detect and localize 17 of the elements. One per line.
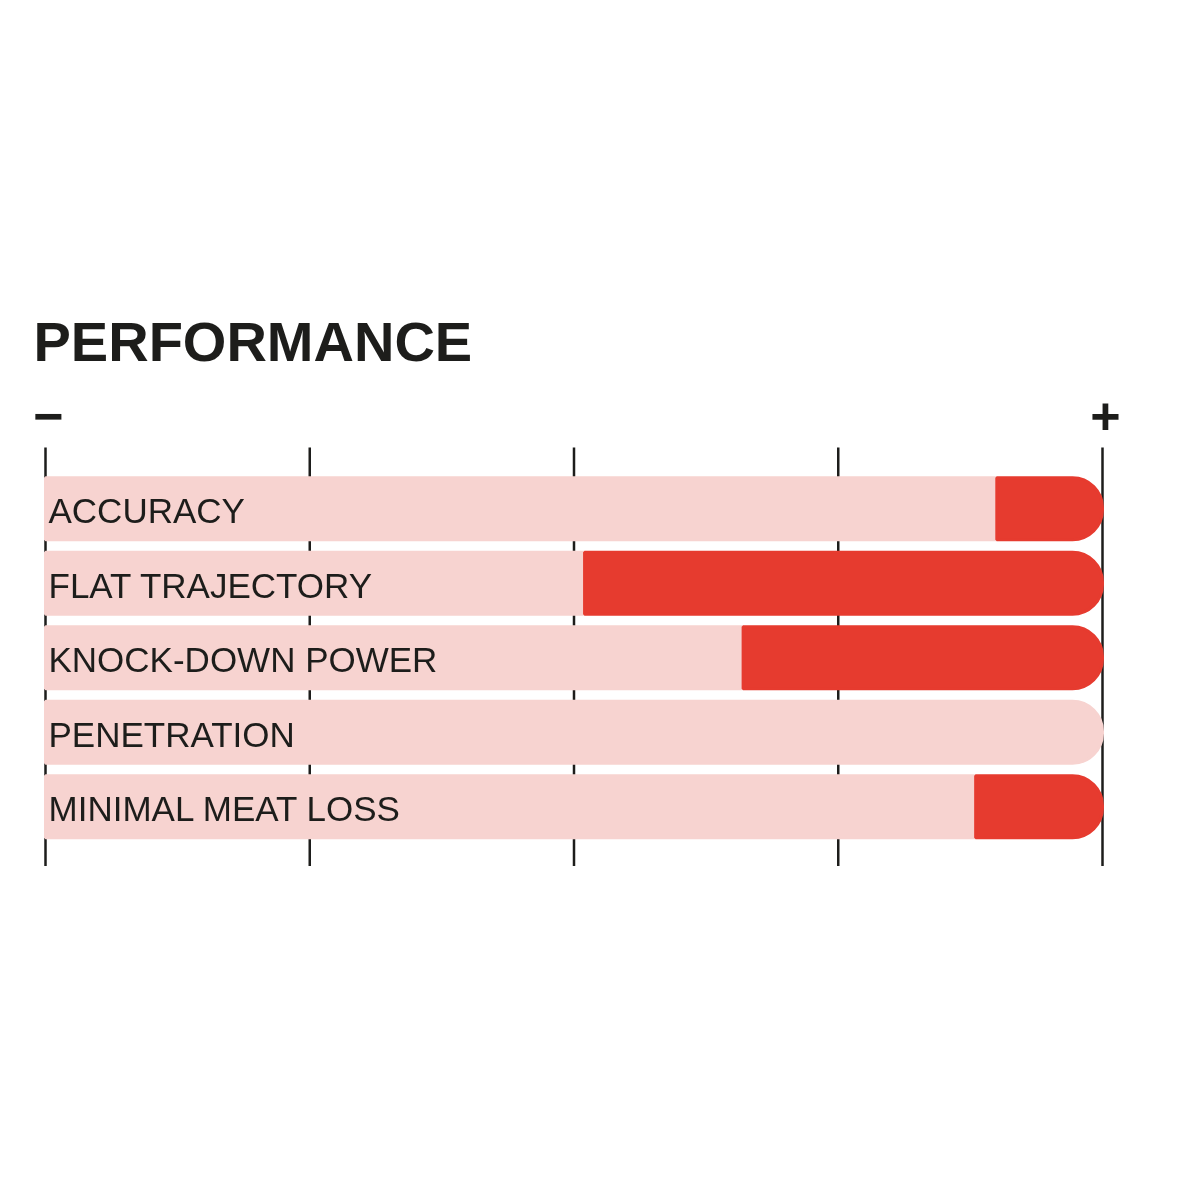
bar <box>44 774 978 840</box>
bar <box>44 550 587 616</box>
y-tick-label: PENETRATION <box>48 714 295 754</box>
bar <box>974 774 1104 840</box>
text: − <box>33 386 64 445</box>
text: + <box>1090 386 1121 445</box>
bar <box>995 476 1104 542</box>
chart-title: PERFORMANCE <box>33 309 473 373</box>
bar <box>741 625 1104 691</box>
y-tick-label: MINIMAL MEAT LOSS <box>48 789 400 829</box>
bar <box>44 625 745 691</box>
bar <box>44 476 999 542</box>
y-tick-label: KNOCK-DOWN POWER <box>48 640 438 680</box>
bar <box>44 699 1104 765</box>
bar <box>583 550 1104 616</box>
y-tick-label: ACCURACY <box>48 491 245 531</box>
y-tick-label: FLAT TRAJECTORY <box>48 565 373 605</box>
